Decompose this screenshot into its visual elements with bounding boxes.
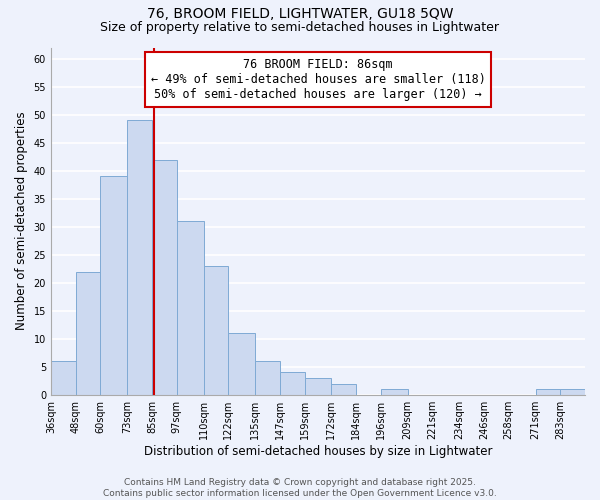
Bar: [100, 176, 127, 394]
Text: Contains HM Land Registry data © Crown copyright and database right 2025.
Contai: Contains HM Land Registry data © Crown c…: [103, 478, 497, 498]
Bar: [152, 160, 177, 394]
Text: Size of property relative to semi-detached houses in Lightwater: Size of property relative to semi-detach…: [101, 21, 499, 34]
X-axis label: Distribution of semi-detached houses by size in Lightwater: Distribution of semi-detached houses by …: [144, 444, 492, 458]
Bar: [305, 378, 331, 394]
Bar: [203, 266, 228, 394]
Bar: [536, 389, 560, 394]
Bar: [127, 120, 152, 394]
Bar: [76, 272, 100, 394]
Bar: [177, 221, 203, 394]
Text: 76 BROOM FIELD: 86sqm
← 49% of semi-detached houses are smaller (118)
50% of sem: 76 BROOM FIELD: 86sqm ← 49% of semi-deta…: [151, 58, 485, 101]
Bar: [331, 384, 356, 394]
Bar: [560, 389, 585, 394]
Bar: [280, 372, 305, 394]
Y-axis label: Number of semi-detached properties: Number of semi-detached properties: [15, 112, 28, 330]
Bar: [228, 333, 255, 394]
Text: 76, BROOM FIELD, LIGHTWATER, GU18 5QW: 76, BROOM FIELD, LIGHTWATER, GU18 5QW: [147, 8, 453, 22]
Bar: [381, 389, 407, 394]
Bar: [255, 361, 280, 394]
Bar: [51, 361, 76, 394]
